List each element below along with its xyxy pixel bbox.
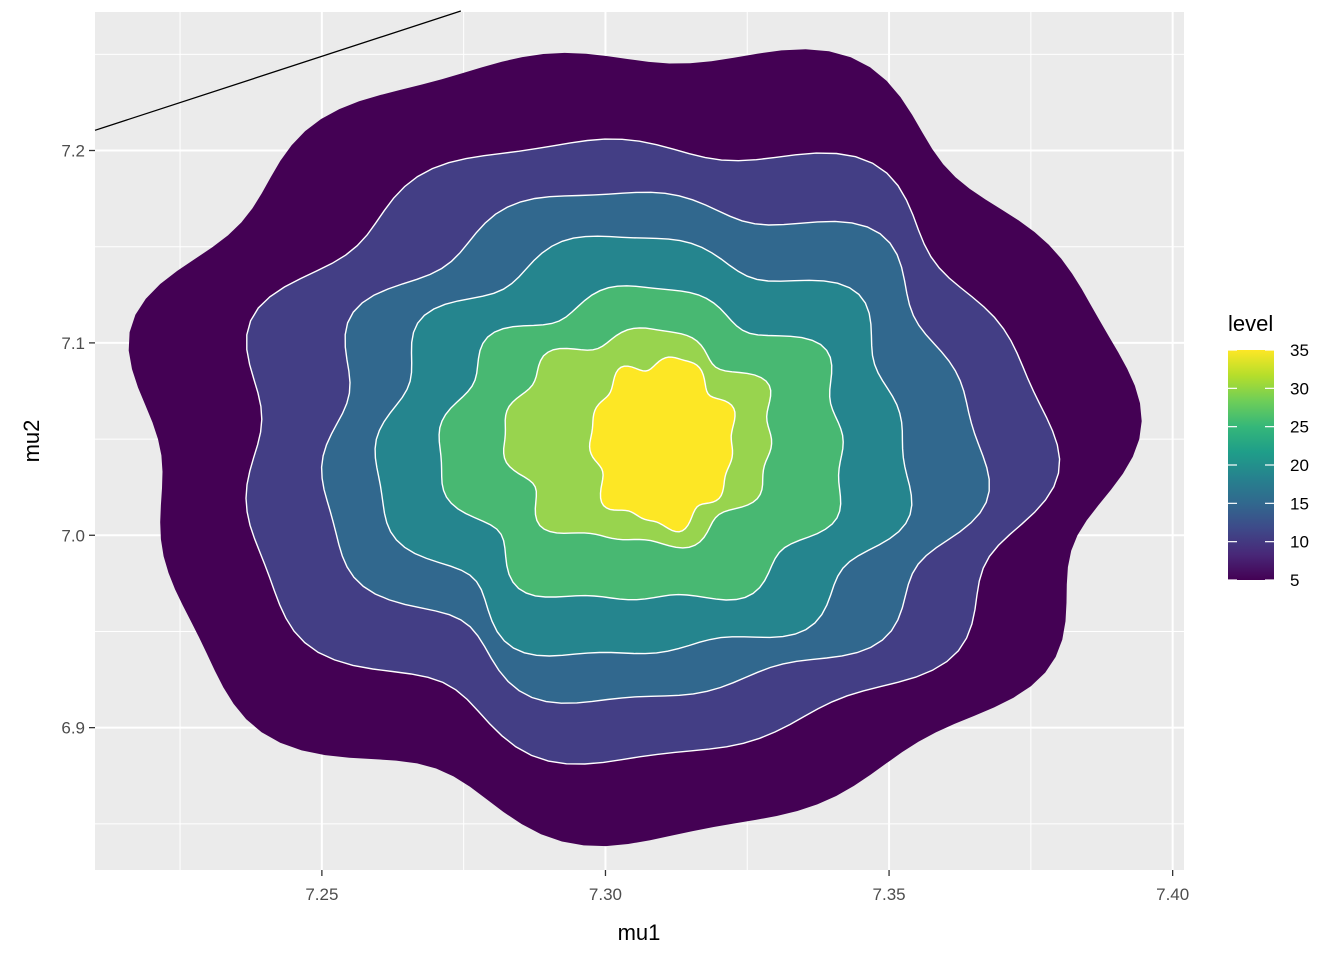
y-axis-ticks: 6.9 7.0 7.1 7.2 — [61, 142, 95, 738]
y-tick-label: 7.0 — [61, 526, 85, 545]
y-tick-label: 6.9 — [61, 719, 85, 738]
reference-line — [94, 10, 462, 131]
legend-label: 35 — [1290, 341, 1309, 360]
legend-label: 15 — [1290, 494, 1309, 513]
x-tick-label: 7.35 — [873, 885, 906, 904]
legend-label: 10 — [1290, 533, 1309, 552]
reference-line-segment — [94, 10, 462, 131]
legend-label: 20 — [1290, 456, 1309, 475]
x-axis-ticks: 7.25 7.30 7.35 7.40 — [305, 870, 1189, 904]
legend: level 35 30 25 20 15 10 5 — [1228, 311, 1309, 590]
legend-title: level — [1228, 311, 1273, 336]
legend-label: 30 — [1290, 379, 1309, 398]
x-tick-label: 7.30 — [589, 885, 622, 904]
contour-regions — [128, 49, 1142, 847]
contour-level-35 — [588, 356, 736, 533]
legend-label: 25 — [1290, 418, 1309, 437]
x-tick-label: 7.25 — [305, 885, 338, 904]
x-tick-label: 7.40 — [1156, 885, 1189, 904]
x-axis-title: mu1 — [618, 920, 661, 945]
y-tick-label: 7.1 — [61, 334, 85, 353]
legend-label: 5 — [1290, 571, 1299, 590]
y-tick-label: 7.2 — [61, 142, 85, 161]
legend-ticks: 35 30 25 20 15 10 5 — [1228, 341, 1309, 590]
y-axis-title: mu2 — [19, 420, 44, 463]
